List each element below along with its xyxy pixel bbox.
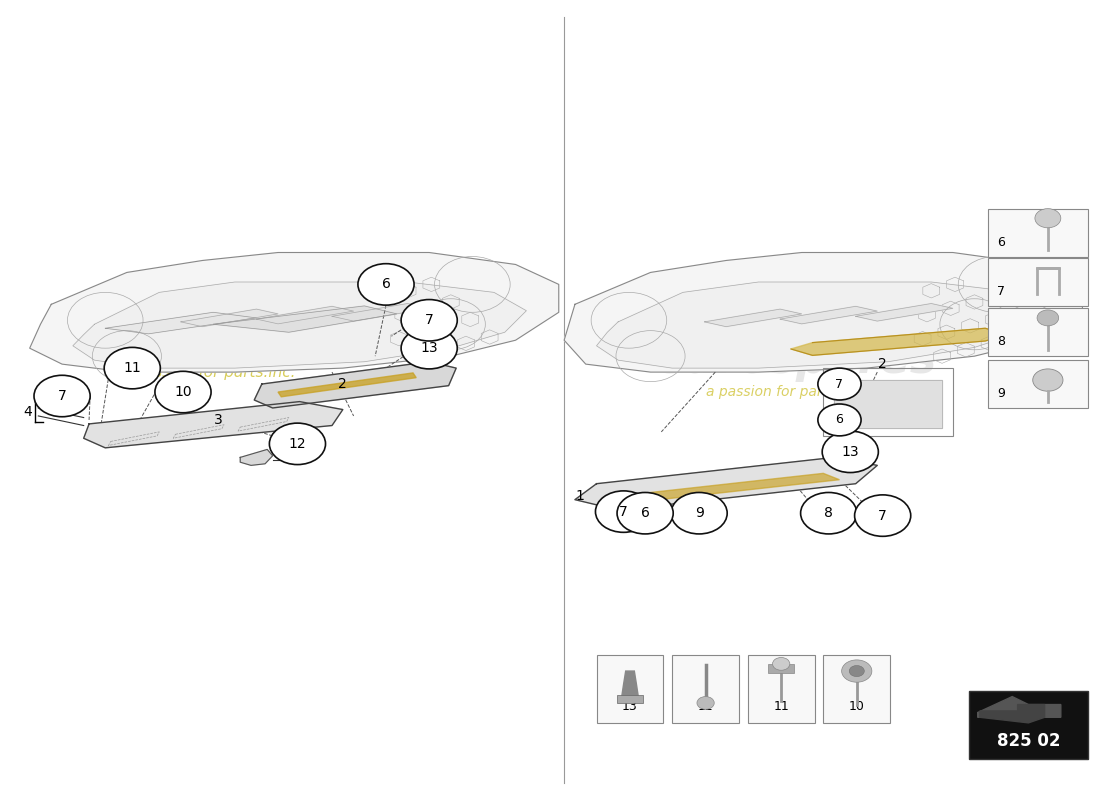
- Circle shape: [855, 495, 911, 536]
- Text: 8: 8: [997, 335, 1005, 348]
- Polygon shape: [240, 450, 273, 466]
- Text: 11: 11: [773, 700, 789, 714]
- Polygon shape: [256, 306, 353, 324]
- Text: 7: 7: [836, 378, 844, 390]
- Polygon shape: [791, 328, 1006, 355]
- Circle shape: [842, 660, 872, 682]
- Text: 9: 9: [997, 387, 1005, 400]
- Circle shape: [801, 493, 857, 534]
- Text: 2: 2: [878, 357, 887, 371]
- Polygon shape: [621, 671, 639, 699]
- Polygon shape: [575, 458, 878, 510]
- Circle shape: [402, 327, 458, 369]
- Circle shape: [818, 404, 861, 436]
- Text: 8: 8: [824, 506, 833, 520]
- Text: 6: 6: [640, 506, 650, 520]
- Text: 13: 13: [623, 700, 638, 714]
- Bar: [596, 655, 663, 723]
- Text: a passion for parts.inc.: a passion for parts.inc.: [706, 385, 865, 399]
- Polygon shape: [856, 303, 953, 321]
- Polygon shape: [607, 474, 839, 504]
- Polygon shape: [596, 282, 1050, 368]
- Circle shape: [697, 697, 714, 710]
- Text: a passion for parts.inc.: a passion for parts.inc.: [121, 365, 295, 379]
- Text: 13: 13: [420, 341, 438, 355]
- Polygon shape: [84, 402, 343, 448]
- Text: 3: 3: [214, 413, 223, 427]
- Bar: [989, 209, 1088, 257]
- Text: 10: 10: [174, 385, 191, 399]
- Text: 13: 13: [842, 445, 859, 459]
- Polygon shape: [834, 380, 942, 428]
- Text: 6: 6: [836, 414, 844, 426]
- Text: 7: 7: [57, 389, 66, 403]
- Text: 11: 11: [123, 361, 141, 375]
- Polygon shape: [30, 253, 559, 372]
- Text: 825 02: 825 02: [997, 732, 1060, 750]
- Polygon shape: [73, 282, 527, 368]
- Bar: [617, 695, 643, 703]
- Circle shape: [358, 264, 414, 305]
- Circle shape: [270, 423, 326, 465]
- Circle shape: [822, 431, 878, 473]
- Text: 7: 7: [997, 285, 1005, 298]
- Polygon shape: [332, 303, 429, 321]
- Text: 7: 7: [619, 505, 628, 518]
- Bar: [768, 664, 794, 674]
- Bar: [989, 308, 1088, 356]
- Circle shape: [104, 347, 161, 389]
- Text: 6: 6: [382, 278, 390, 291]
- Bar: [748, 655, 815, 723]
- Polygon shape: [978, 697, 1060, 718]
- Circle shape: [671, 493, 727, 534]
- Text: 12: 12: [697, 700, 714, 714]
- Text: 2: 2: [339, 377, 348, 391]
- Polygon shape: [180, 309, 278, 326]
- Polygon shape: [980, 705, 1045, 723]
- Polygon shape: [278, 373, 416, 397]
- Polygon shape: [106, 312, 256, 334]
- Bar: [989, 360, 1088, 408]
- Text: 1: 1: [576, 489, 585, 502]
- Text: 7: 7: [425, 314, 433, 327]
- Text: 4: 4: [23, 405, 32, 419]
- Bar: [989, 258, 1088, 306]
- Text: eurospares: eurospares: [656, 338, 937, 382]
- Bar: [823, 655, 890, 723]
- Text: 7: 7: [878, 509, 887, 522]
- Polygon shape: [564, 253, 1082, 372]
- Circle shape: [772, 658, 790, 670]
- Bar: [672, 655, 739, 723]
- Polygon shape: [704, 309, 802, 326]
- Circle shape: [155, 371, 211, 413]
- Circle shape: [1037, 310, 1058, 326]
- Polygon shape: [780, 306, 878, 324]
- Circle shape: [818, 368, 861, 400]
- Circle shape: [402, 299, 458, 341]
- Circle shape: [595, 491, 651, 532]
- Bar: [969, 691, 1088, 758]
- Text: 9: 9: [695, 506, 704, 520]
- Circle shape: [34, 375, 90, 417]
- Polygon shape: [213, 306, 397, 332]
- Polygon shape: [254, 362, 456, 408]
- Text: 10: 10: [849, 700, 865, 714]
- Text: eurospares: eurospares: [41, 310, 374, 362]
- Circle shape: [849, 666, 865, 677]
- Circle shape: [1035, 209, 1060, 228]
- Text: 12: 12: [288, 437, 306, 451]
- Text: 5: 5: [287, 453, 296, 466]
- Text: 6: 6: [997, 235, 1005, 249]
- Circle shape: [1033, 369, 1063, 391]
- Circle shape: [617, 493, 673, 534]
- Bar: [823, 368, 953, 436]
